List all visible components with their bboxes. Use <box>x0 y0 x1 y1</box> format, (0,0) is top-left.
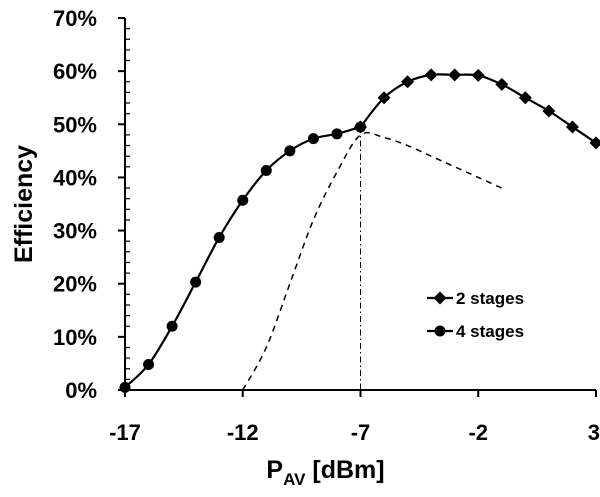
diamond-marker <box>589 136 600 150</box>
series-line-1 <box>359 73 597 144</box>
x-tick-label: 3 <box>588 420 600 445</box>
diamond-marker <box>448 68 462 82</box>
x-ticks: -17 -12 -7 -2 3 <box>109 390 600 445</box>
y-tick-label: 20% <box>53 272 97 297</box>
diamond-marker <box>471 68 485 82</box>
y-ticks: 0% 10% 20% 30% 40% 50% 60% 70% <box>53 6 125 403</box>
dashed-reference-line <box>242 131 503 391</box>
y-tick-label: 40% <box>53 165 97 190</box>
legend: 2 stages 4 stages <box>427 289 524 341</box>
diamond-marker <box>542 104 556 118</box>
y-tick-label: 0% <box>65 378 97 403</box>
circle-marker <box>143 358 155 370</box>
x-tick-label: -2 <box>468 420 488 445</box>
x-axis-title-subscript: AV <box>283 470 306 489</box>
y-axis-title: Efficiency <box>10 145 38 263</box>
series-markers <box>119 68 600 393</box>
y-tick-label: 50% <box>53 112 97 137</box>
y-tick-label: 10% <box>53 325 97 350</box>
circle-marker <box>284 145 296 157</box>
legend-label: 2 stages <box>456 289 524 308</box>
y-tick-label: 30% <box>53 219 97 244</box>
y-tick-label: 70% <box>53 6 97 31</box>
circle-marker <box>119 381 131 393</box>
x-tick-label: -17 <box>109 420 141 445</box>
y-tick-label: 60% <box>53 59 97 84</box>
diamond-marker <box>377 91 391 105</box>
circle-marker <box>331 128 343 140</box>
circle-marker <box>190 276 202 288</box>
plot-area: -17 -12 -7 -2 3 0% 10% 20% 30% 40% 50% 60% 70% <box>53 6 600 445</box>
circle-marker <box>307 133 319 145</box>
diamond-marker <box>495 77 509 91</box>
circle-marker <box>355 121 366 133</box>
series-line-2 <box>124 125 361 389</box>
circle-marker <box>260 165 272 177</box>
x-axis-title: PAV [dBm] <box>266 456 384 489</box>
circle-marker <box>213 231 225 243</box>
diamond-marker <box>401 75 415 89</box>
circle-marker <box>237 194 249 206</box>
diamond-marker <box>518 91 532 105</box>
x-tick-label: -12 <box>227 420 259 445</box>
legend-label: 4 stages <box>456 322 524 341</box>
circle-marker <box>434 325 446 337</box>
diamond-marker <box>424 68 438 82</box>
diamond-marker <box>565 120 579 134</box>
x-axis-title-unit: [dBm] <box>305 456 384 484</box>
diamond-marker <box>433 291 447 305</box>
circle-marker <box>166 320 178 332</box>
y-minor-ticks <box>125 28 130 380</box>
x-axis-title-main: P <box>266 456 283 484</box>
x-tick-label: -7 <box>351 420 371 445</box>
